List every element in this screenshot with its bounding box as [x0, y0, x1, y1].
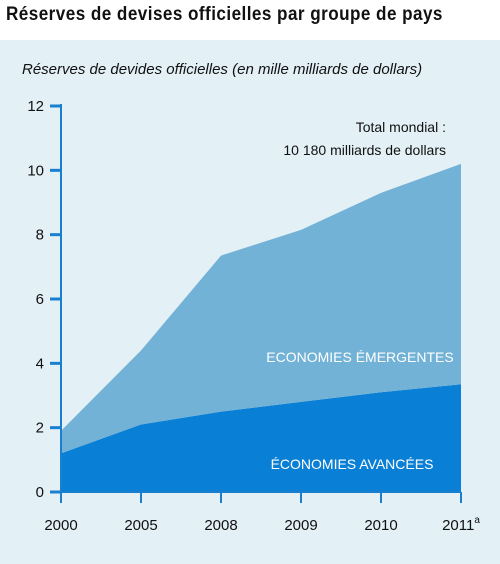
x-tick-label: 2000 — [44, 517, 77, 534]
y-tick-label: 10 — [27, 162, 44, 179]
chart-title: Réserves de devises officielles par grou… — [6, 4, 443, 25]
y-tick-label: 0 — [36, 484, 44, 501]
x-tick-label: 2011a — [442, 515, 480, 534]
y-tick-label: 4 — [36, 355, 44, 372]
x-tick-label: 2005 — [124, 517, 157, 534]
y-tick-label: 6 — [36, 291, 44, 308]
series-label-emerging: ECONOMIES ÉMERGENTES — [266, 349, 453, 365]
y-tick-label: 2 — [36, 420, 44, 437]
total-annotation-line-2: 10 180 milliards de dollars — [283, 142, 446, 158]
chart-subtitle: Réserves de devides officielles (en mill… — [22, 61, 422, 78]
series-label-advanced: ÉCONOMIES AVANCÉES — [271, 456, 434, 472]
y-tick-label: 8 — [36, 227, 44, 244]
y-tick-label: 12 — [27, 98, 44, 115]
area-series-1 — [61, 384, 461, 492]
total-annotation-line-1: Total mondial : — [356, 119, 446, 135]
area-chart: Réserves de devides officielles (en mill… — [22, 61, 480, 534]
x-tick-label: 2009 — [284, 517, 317, 534]
x-tick-label: 2008 — [204, 517, 237, 534]
x-tick-label: 2010 — [364, 517, 397, 534]
area-series-2 — [61, 163, 461, 454]
